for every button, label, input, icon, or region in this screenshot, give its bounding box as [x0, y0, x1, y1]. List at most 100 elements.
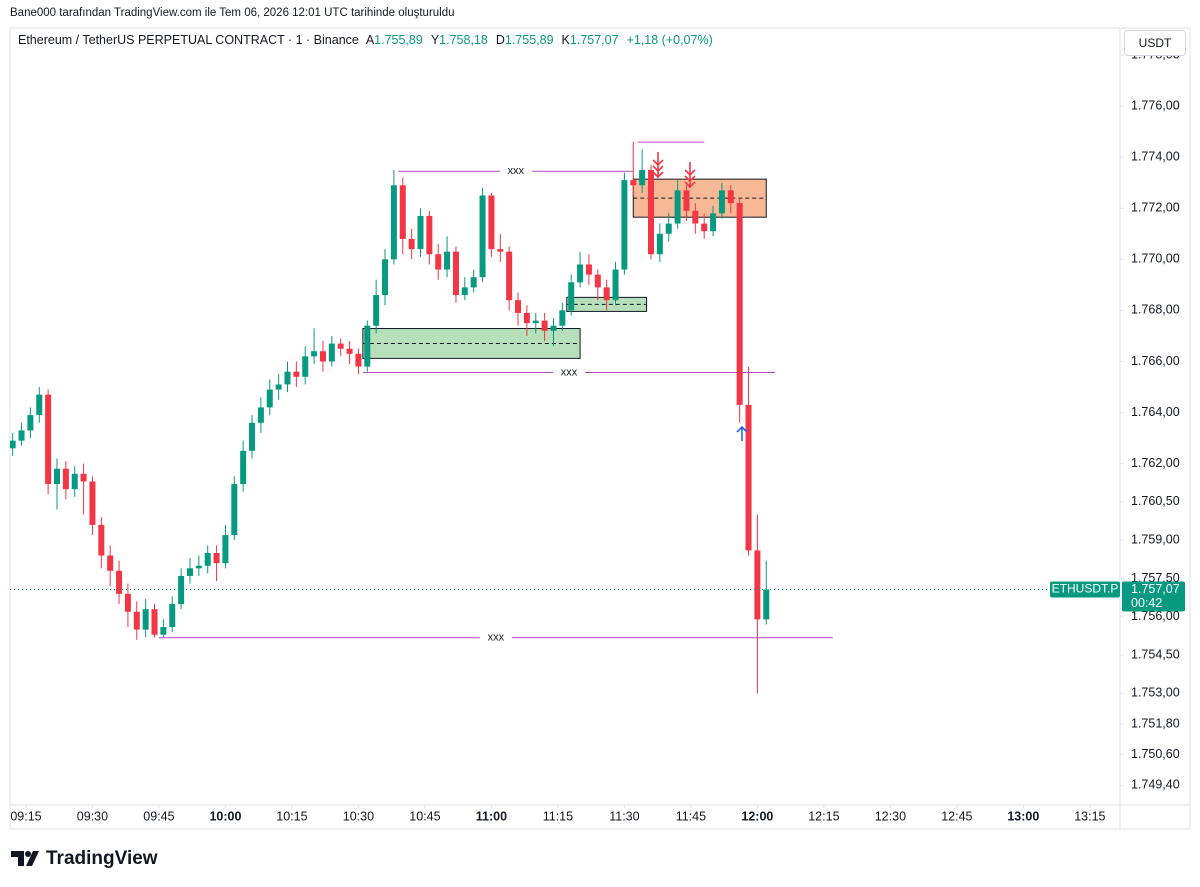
candle-body: [249, 422, 256, 451]
candle-body: [382, 259, 389, 296]
candle-body: [311, 351, 318, 357]
price-tag-bg: [1122, 581, 1185, 612]
candle-body: [612, 269, 619, 301]
logo: TradingView: [11, 848, 158, 869]
level-label: xxx: [561, 366, 578, 378]
candle-body: [302, 356, 309, 377]
level-label-bg: [499, 165, 532, 178]
candle-body: [240, 450, 247, 485]
candle-body: [293, 371, 300, 377]
candle-body: [124, 593, 131, 612]
x-tick-label: 11:15: [543, 809, 573, 823]
candle-body: [80, 473, 87, 482]
candle-body: [160, 627, 167, 635]
candle-body: [550, 325, 557, 331]
candle-body: [275, 384, 282, 390]
y-tick-label: 1.768,00: [1131, 303, 1180, 317]
ohlc-value: 1.755,89: [374, 33, 423, 47]
y-tick-label: 1.749,40: [1131, 778, 1180, 792]
y-tick-label: 1.753,00: [1131, 686, 1180, 700]
x-tick-label: 12:00: [741, 809, 773, 823]
candle-body: [647, 169, 654, 255]
logo-dot: [25, 851, 31, 857]
candle-body: [674, 190, 681, 224]
candle-body: [559, 310, 566, 326]
candle-body: [594, 274, 601, 288]
candle-body: [585, 264, 592, 275]
y-tick-label: 1.774,00: [1131, 149, 1180, 163]
change: +1,18 (+0,07%): [626, 33, 713, 47]
candle-body: [399, 185, 406, 239]
candle-body: [417, 215, 424, 250]
candle-body: [763, 589, 770, 620]
candle-body: [266, 389, 273, 408]
candle-body: [727, 190, 734, 204]
candle-body: [373, 295, 380, 326]
candle-body: [27, 415, 34, 431]
x-tick-label: 12:15: [808, 809, 839, 823]
x-tick-label: 10:45: [409, 809, 440, 823]
candle-body: [515, 300, 522, 313]
candle-body: [231, 484, 238, 536]
ohlc-key: D: [495, 33, 505, 47]
candle-body: [683, 190, 690, 211]
sell-arrow: [652, 152, 664, 179]
candle-body: [736, 203, 743, 405]
candle-body: [523, 312, 530, 324]
y-tick-label: 1.776,00: [1131, 98, 1180, 112]
candle-body: [284, 371, 291, 385]
candle-body: [568, 282, 575, 311]
candle-body: [337, 343, 344, 349]
ohlc-key: K: [561, 33, 570, 47]
symbol-tag-bg: [1050, 581, 1120, 598]
ohlc-value: 1.757,07: [569, 33, 619, 47]
ohlc-key: A: [365, 33, 375, 47]
y-tick-label: 1.757,50: [1131, 571, 1180, 585]
candle-body: [754, 550, 761, 620]
candle-body: [36, 394, 43, 416]
candle-body: [45, 394, 52, 485]
candle-body: [488, 195, 495, 250]
candle-body: [151, 609, 158, 635]
y-tick-label: 1.760,50: [1131, 494, 1180, 508]
x-tick-label: 13:15: [1074, 809, 1105, 823]
x-tick-label: 10:15: [276, 809, 307, 823]
x-tick-label: 11:30: [609, 809, 639, 823]
candle-body: [408, 238, 415, 250]
x-tick-label: 13:00: [1007, 809, 1039, 823]
x-tick-label: 09:15: [10, 809, 41, 823]
buy-arrow: [736, 425, 748, 441]
candle-body: [98, 524, 105, 556]
candle-body: [444, 251, 451, 270]
candle-body: [222, 535, 229, 564]
y-tick-label: 1.756,00: [1131, 609, 1180, 623]
candle-body: [328, 343, 335, 362]
candle-body: [665, 223, 672, 234]
currency-button[interactable]: USDT: [1124, 30, 1186, 56]
candle-body: [53, 468, 60, 485]
candle-body: [18, 430, 25, 441]
symbol-legend: Ethereum / TetherUS PERPETUAL CONTRACT ·…: [18, 33, 721, 47]
level-label-bg: [552, 366, 585, 379]
candle-body: [319, 351, 326, 362]
symbol-tag: ETHUSDT.P: [1052, 582, 1119, 596]
ohlc-value: 1.755,89: [504, 33, 554, 47]
candle-body: [745, 404, 752, 551]
x-tick-label: 09:30: [77, 809, 108, 823]
candle-body: [639, 169, 646, 186]
y-tick-label: 1.751,80: [1131, 716, 1180, 730]
ohlc-value: 1.758,18: [439, 33, 488, 47]
x-tick-label: 11:45: [676, 809, 706, 823]
candle-body: [497, 249, 504, 252]
candle-body: [195, 565, 202, 569]
logo-mark: [11, 851, 39, 866]
level-label-bg: [479, 631, 512, 644]
candle-body: [692, 210, 699, 224]
chart-frame: [9, 27, 1191, 830]
candle-body: [257, 407, 264, 423]
plot-area: xxx xxx xxx: [10, 141, 1050, 694]
candle-body: [186, 568, 193, 576]
candle-body: [71, 473, 78, 490]
